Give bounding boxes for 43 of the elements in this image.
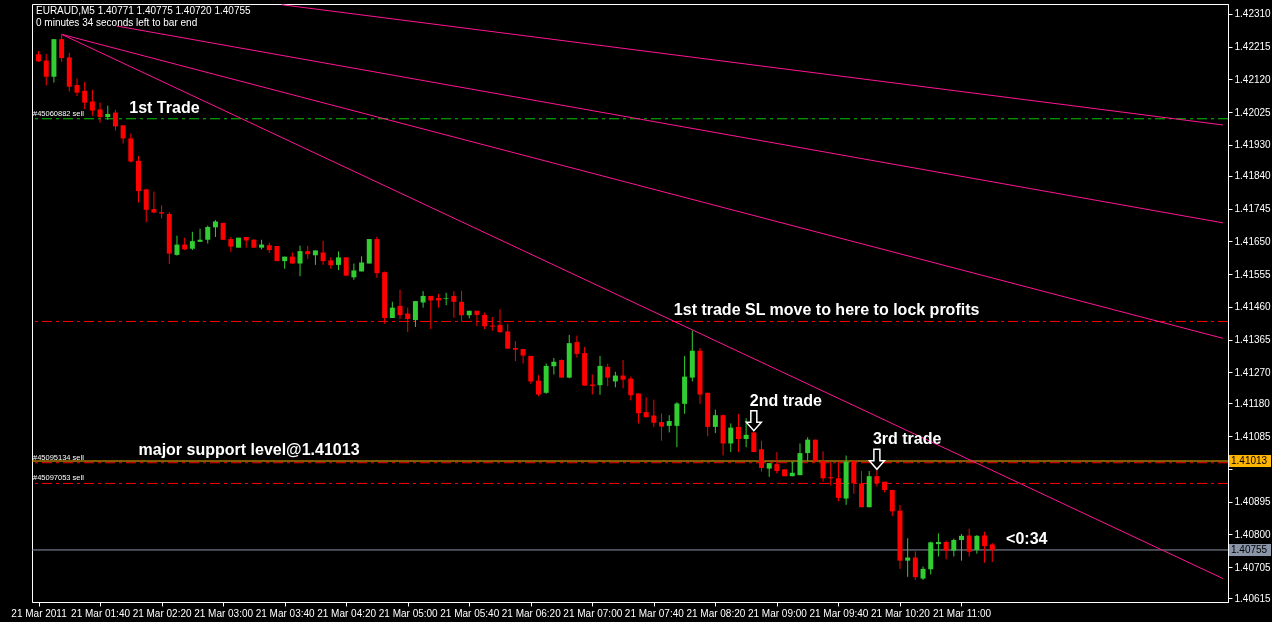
y-tick-label: 1.42310 [1234, 8, 1272, 20]
y-tick-label: 1.41085 [1234, 430, 1272, 442]
annotation: 1st trade SL move to here to lock profits [673, 301, 980, 319]
annotation: <0:34 [1006, 529, 1048, 547]
y-tick-label: 1.41650 [1234, 235, 1272, 247]
y-tick-label: 1.40705 [1234, 561, 1272, 573]
annotation: 2nd trade [749, 391, 822, 409]
x-tick-label: 21 Mar 05:40 [440, 607, 500, 619]
x-tick-label: 21 Mar 09:40 [809, 607, 869, 619]
x-tick-label: 21 Mar 03:00 [194, 607, 254, 619]
x-tick-label: 21 Mar 2011 [11, 607, 68, 619]
y-tick-label: 1.40895 [1234, 496, 1272, 508]
y-tick-label: 1.41460 [1234, 301, 1272, 313]
x-tick-label: 21 Mar 08:20 [686, 607, 746, 619]
y-tick-label: 1.40615 [1234, 592, 1272, 604]
y-tick-label: 1.41745 [1234, 203, 1272, 215]
y-tick-label: 1.42120 [1234, 73, 1272, 85]
x-tick-label: 21 Mar 01:40 [71, 607, 131, 619]
y-tick-label: 1.41013 [1231, 455, 1268, 467]
x-tick-label: 21 Mar 03:40 [255, 607, 316, 619]
x-tick-label: 21 Mar 07:00 [563, 607, 623, 619]
x-tick-label: 21 Mar 04:20 [317, 607, 377, 619]
y-tick-label: 1.40755 [1231, 543, 1268, 555]
x-tick-label: 21 Mar 10:20 [871, 607, 931, 619]
x-tick-label: 21 Mar 05:00 [378, 607, 439, 619]
chart-title: EURAUD,M5 1.40771 1.40775 1.40720 1.40755 [36, 5, 252, 16]
y-tick-label: 1.41930 [1234, 139, 1272, 151]
y-tick-label: 1.41840 [1234, 170, 1272, 182]
annotation: major support level@1.41013 [138, 441, 360, 459]
y-tick-label: 1.42215 [1234, 41, 1272, 53]
y-tick-label: 1.41180 [1234, 397, 1271, 409]
x-tick-label: 21 Mar 09:00 [747, 607, 808, 619]
y-tick-label: 1.41365 [1234, 334, 1272, 346]
y-tick-label: 1.41270 [1234, 366, 1272, 378]
x-tick-label: 21 Mar 07:40 [624, 607, 685, 619]
y-tick-label: 1.40800 [1234, 528, 1272, 540]
text: 0 minutes 34 seconds left to bar end [36, 17, 198, 28]
y-tick-label: 1.41555 [1234, 268, 1272, 280]
x-tick-label: 21 Mar 06:20 [501, 607, 562, 619]
x-tick-label: 21 Mar 11:00 [932, 607, 992, 619]
y-tick-label: 1.42025 [1234, 106, 1272, 118]
x-tick-label: 21 Mar 02:20 [132, 607, 192, 619]
annotation: 1st Trade [129, 98, 200, 116]
